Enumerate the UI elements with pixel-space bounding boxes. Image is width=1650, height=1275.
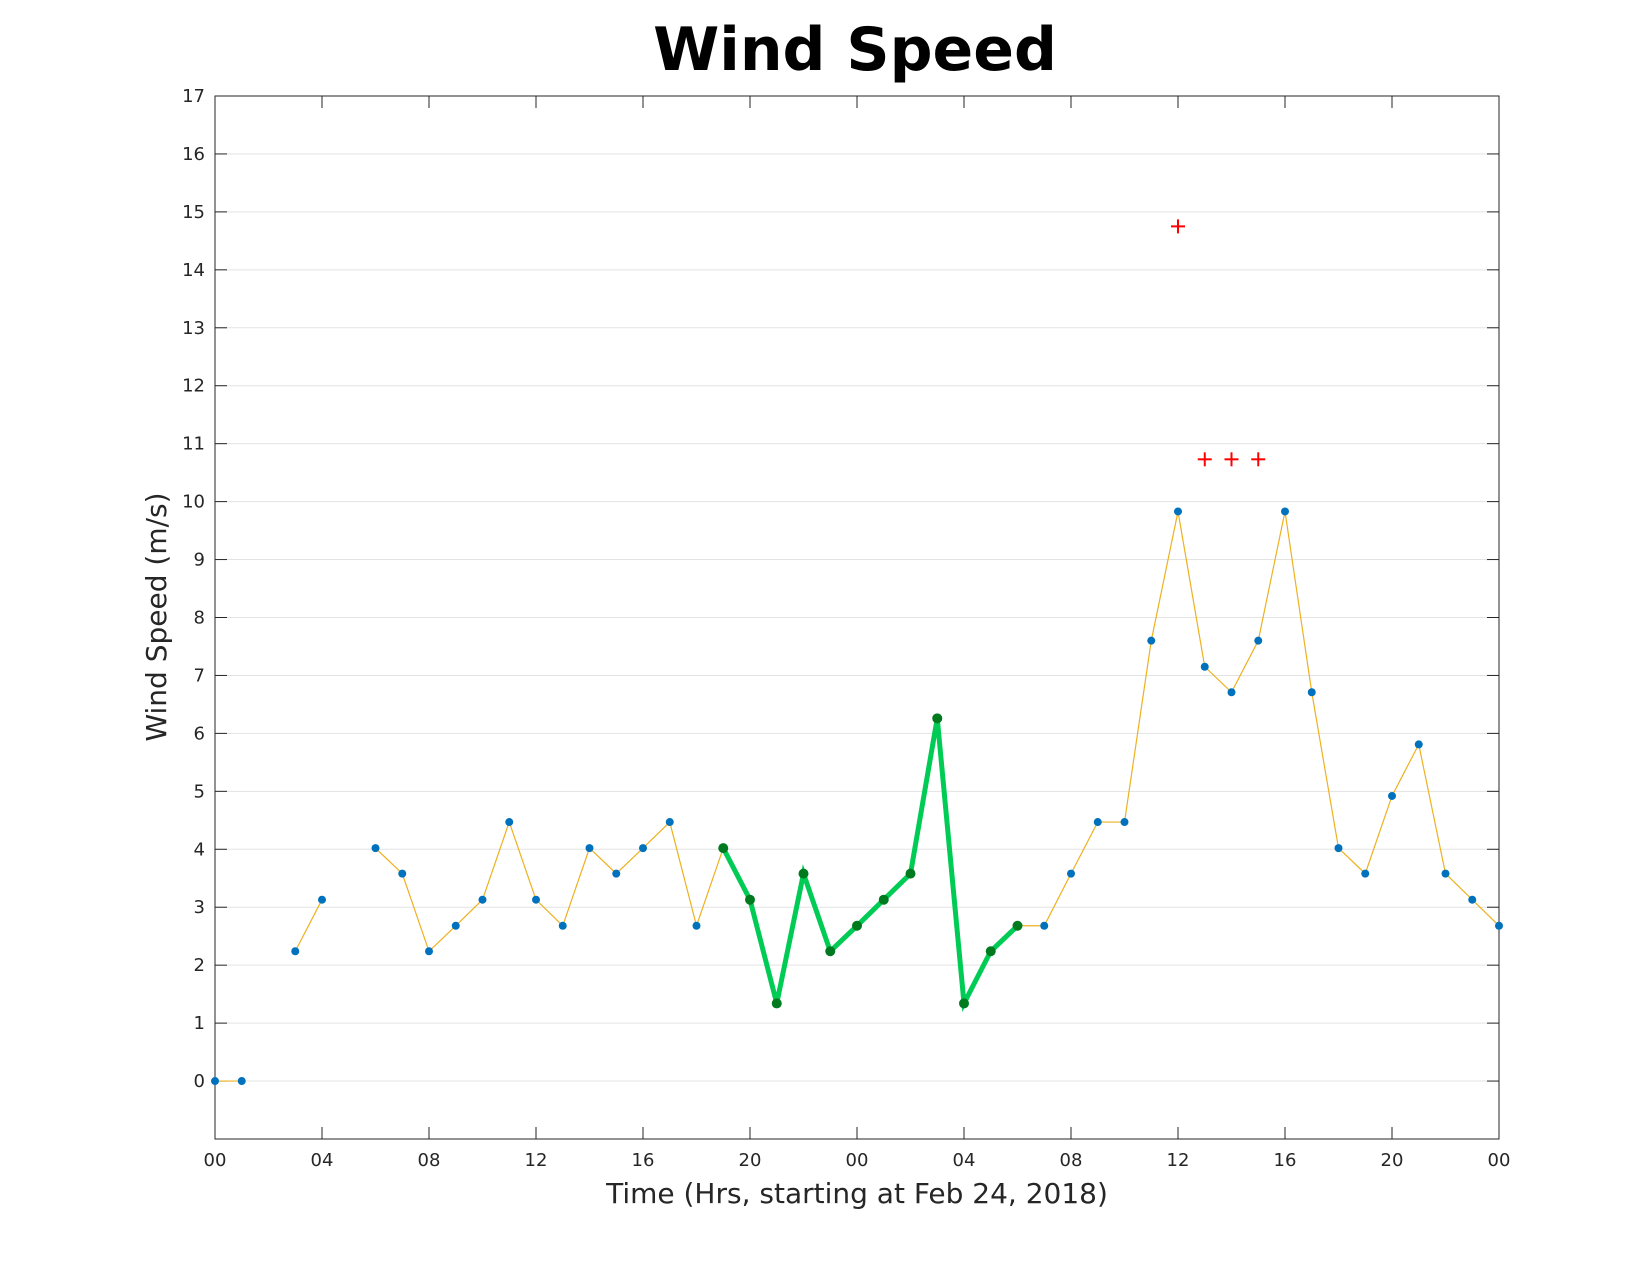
highlight-line — [721, 717, 1020, 1013]
highlight-point — [798, 868, 809, 879]
chart-title: Wind Speed — [653, 15, 1057, 85]
x-tick-label: 16 — [1274, 1150, 1297, 1171]
observation-point — [1227, 688, 1236, 697]
highlight-point — [745, 894, 755, 905]
observation-point — [1120, 818, 1129, 827]
y-tick-label: 15 — [182, 202, 205, 223]
x-tick-label: 04 — [311, 1150, 334, 1171]
gust-marker — [1224, 452, 1239, 467]
x-tick-label: 00 — [1488, 1150, 1511, 1171]
observation-point — [1334, 844, 1343, 853]
x-tick-label: 20 — [739, 1150, 762, 1171]
observation-point — [1093, 818, 1102, 827]
observation-point — [1414, 740, 1423, 749]
y-tick-label: 0 — [194, 1071, 205, 1092]
y-tick-label: 9 — [194, 550, 205, 571]
x-tick-label: 12 — [1167, 1150, 1190, 1171]
highlight-point — [718, 843, 729, 854]
observation-point — [291, 947, 300, 956]
observation-point — [1147, 636, 1156, 645]
observation-point — [425, 947, 433, 956]
highlight-point — [905, 868, 916, 879]
y-tick-label: 17 — [182, 86, 205, 107]
observation-point — [1495, 921, 1503, 930]
observation-point — [692, 921, 701, 930]
x-tick-label: 20 — [1381, 1150, 1404, 1171]
highlight-point — [852, 920, 862, 931]
observation-point — [585, 844, 594, 853]
x-tick-label: 08 — [418, 1150, 441, 1171]
y-tick-label: 1 — [194, 1013, 205, 1034]
highlight-point — [825, 946, 836, 957]
observation-point — [398, 869, 407, 878]
observation-point — [558, 921, 567, 930]
highlight-point — [771, 998, 782, 1009]
axis-ticks — [214, 95, 1500, 1139]
observation-point — [318, 895, 326, 904]
y-tick-label: 4 — [194, 839, 205, 860]
highlight-point — [959, 998, 969, 1009]
observation-point — [478, 895, 487, 904]
observation-point — [1307, 688, 1316, 697]
y-tick-label: 12 — [182, 376, 205, 397]
grid-lines — [215, 95, 1499, 1082]
observation-point — [451, 921, 460, 930]
y-tick-label: 13 — [182, 318, 205, 339]
x-tick-label: 08 — [1060, 1150, 1083, 1171]
data-series — [211, 219, 1503, 1086]
y-tick-label: 10 — [182, 492, 205, 513]
y-tick-label: 5 — [194, 781, 205, 802]
y-tick-label: 3 — [194, 897, 205, 918]
y-tick-label: 11 — [182, 434, 205, 455]
y-tick-label: 8 — [194, 608, 205, 629]
x-tick-labels: 00 04 08 12 16 20 00 04 08 12 16 20 00 — [204, 1150, 1511, 1171]
highlight-point — [878, 894, 889, 905]
observation-point — [211, 1077, 219, 1086]
observation-point — [1361, 869, 1370, 878]
observation-point — [1067, 869, 1075, 878]
observation-line — [375, 511, 1500, 1006]
observation-point — [505, 818, 514, 827]
gust-marker — [1197, 452, 1212, 467]
observation-point — [639, 844, 647, 853]
y-tick-label: 6 — [194, 723, 205, 744]
x-tick-label: 04 — [953, 1150, 976, 1171]
observation-point — [1200, 662, 1209, 671]
observation-point — [532, 895, 540, 904]
y-tick-label: 2 — [194, 955, 205, 976]
observation-point — [612, 869, 621, 878]
observation-point — [1441, 869, 1450, 878]
y-tick-label: 7 — [194, 665, 205, 686]
observation-point — [1281, 507, 1289, 516]
highlight-point — [985, 946, 996, 957]
x-tick-label: 00 — [846, 1150, 869, 1171]
x-tick-label: 00 — [204, 1150, 227, 1171]
observation-point — [665, 818, 674, 827]
y-axis-label: Wind Speed (m/s) — [140, 492, 173, 741]
observation-line — [294, 899, 323, 952]
y-tick-label: 14 — [182, 260, 205, 281]
x-tick-label: 16 — [632, 1150, 655, 1171]
observation-point — [1174, 507, 1182, 516]
highlight-point — [932, 713, 943, 724]
y-tick-label: 16 — [182, 144, 205, 165]
x-axis-label: Time (Hrs, starting at Feb 24, 2018) — [605, 1177, 1108, 1210]
gust-marker — [1251, 452, 1266, 467]
gust-marker — [1171, 219, 1185, 234]
observation-point — [237, 1077, 246, 1086]
observation-point — [1040, 921, 1049, 930]
highlight-point — [1012, 920, 1023, 931]
x-tick-label: 12 — [525, 1150, 548, 1171]
observation-point — [371, 844, 380, 853]
observation-point — [1388, 791, 1396, 800]
observation-point — [1468, 895, 1477, 904]
observation-point — [1254, 636, 1263, 645]
